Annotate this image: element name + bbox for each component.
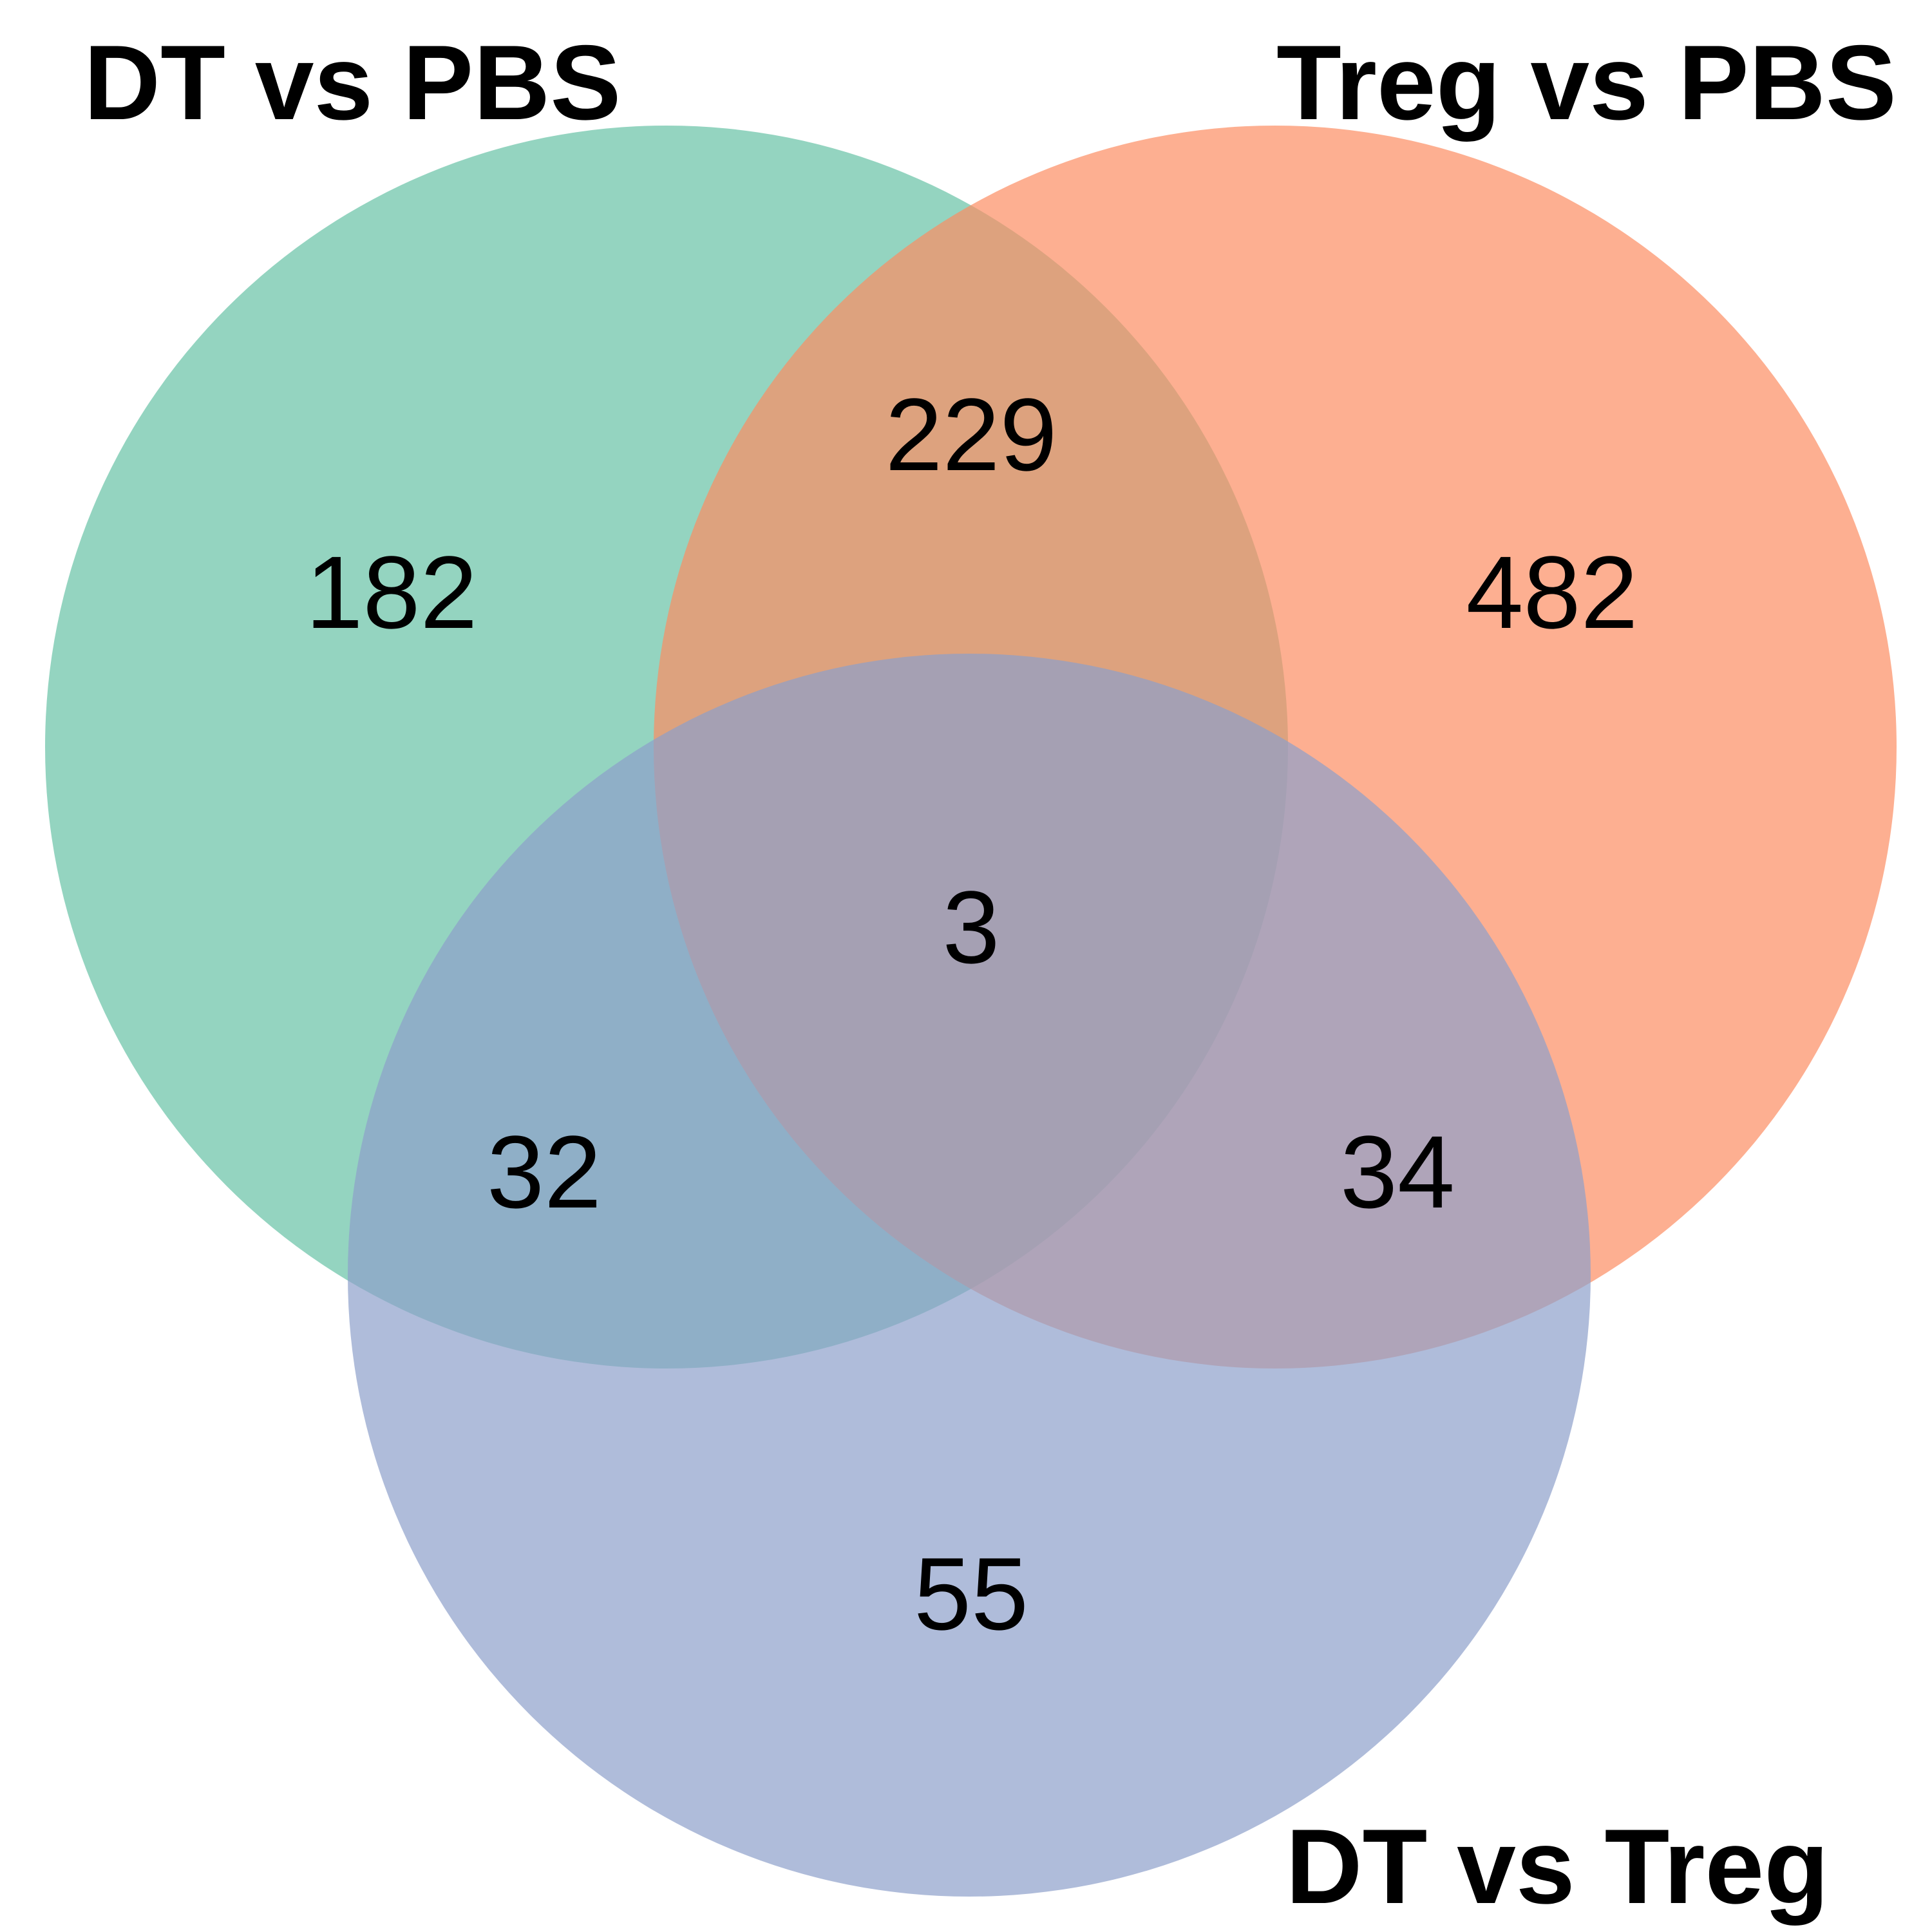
region-count-dt-vs-treg-only: 55 <box>914 1536 1028 1651</box>
venn-circles <box>45 126 1897 1897</box>
region-count-dt-vs-pbs-and-treg-vs-pbs: 229 <box>886 377 1057 492</box>
region-count-dt-vs-pbs-and-dt-vs-treg: 32 <box>487 1114 601 1229</box>
region-count-all-three: 3 <box>943 869 1000 985</box>
region-count-treg-vs-pbs-only: 482 <box>1466 535 1638 650</box>
set-label-dt-vs-pbs: DT vs PBS <box>84 23 621 142</box>
region-count-treg-vs-pbs-and-dt-vs-treg: 34 <box>1340 1114 1455 1229</box>
circle-dt-vs-treg <box>348 654 1591 1897</box>
set-label-treg-vs-pbs: Treg vs PBS <box>1276 23 1897 142</box>
region-count-dt-vs-pbs-only: 182 <box>306 535 478 650</box>
set-label-dt-vs-treg: DT vs Treg <box>1285 1807 1829 1926</box>
